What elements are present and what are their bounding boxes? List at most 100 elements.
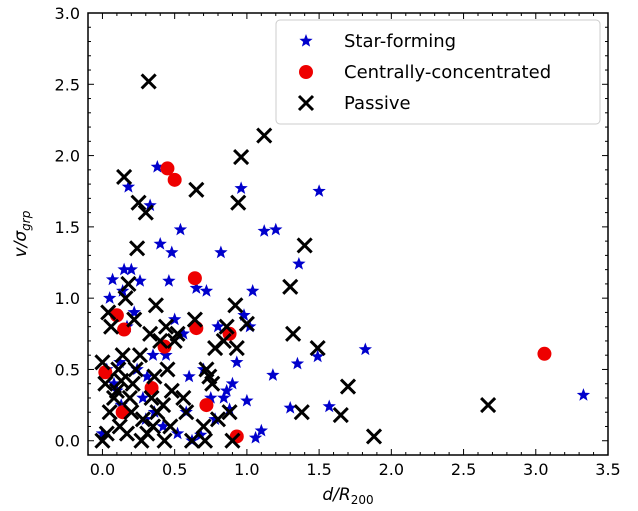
star-forming-point bbox=[248, 430, 263, 444]
passive-point bbox=[117, 290, 134, 307]
star-forming-point bbox=[358, 342, 372, 356]
passive-point bbox=[131, 347, 149, 364]
passive-point bbox=[156, 432, 173, 449]
y-tick-label: 2.5 bbox=[55, 75, 80, 94]
passive-point bbox=[332, 407, 349, 424]
passive-point bbox=[157, 318, 175, 335]
star-forming-point bbox=[146, 348, 160, 361]
passive-point bbox=[163, 382, 180, 399]
passive-point bbox=[129, 240, 146, 257]
star-forming-point bbox=[217, 390, 231, 404]
axis-ticks: 0.0 0.5 1.0 1.5 2.0 2.5 3.0 3.5 0.0 0.5 1.0 1.5 2.0 2… bbox=[55, 4, 621, 479]
series-passive bbox=[94, 73, 497, 449]
star-forming-point bbox=[165, 245, 179, 259]
star-forming-point bbox=[113, 355, 127, 368]
passive-point bbox=[146, 368, 163, 385]
passive-point bbox=[227, 297, 244, 314]
star-forming-point bbox=[220, 383, 234, 397]
passive-point bbox=[134, 411, 151, 428]
star-forming-point bbox=[173, 222, 188, 236]
passive-point bbox=[118, 425, 136, 442]
passive-point bbox=[309, 340, 326, 357]
star-forming-point bbox=[139, 412, 153, 426]
legend-marker-centrally-concentrated bbox=[299, 65, 313, 79]
passive-point bbox=[94, 432, 111, 449]
passive-point bbox=[103, 318, 120, 335]
passive-point bbox=[233, 148, 250, 166]
x-tick-label: 0.5 bbox=[162, 460, 187, 479]
passive-point bbox=[296, 237, 313, 254]
passive-point bbox=[204, 375, 221, 392]
passive-point bbox=[147, 297, 164, 314]
star-forming-point bbox=[204, 390, 218, 404]
centrally-concentrated-point bbox=[537, 346, 552, 361]
star-forming-point bbox=[150, 159, 164, 173]
passive-point bbox=[256, 127, 273, 144]
passive-point bbox=[116, 168, 133, 186]
legend: Star-forming Centrally-concentrated Passiv… bbox=[275, 19, 601, 125]
passive-point bbox=[228, 340, 245, 357]
star-forming-point bbox=[290, 356, 305, 370]
passive-point bbox=[100, 304, 117, 321]
star-forming-point bbox=[156, 419, 170, 433]
passive-point bbox=[94, 354, 111, 371]
passive-point bbox=[142, 325, 159, 342]
star-forming-point bbox=[147, 405, 162, 418]
passive-point bbox=[159, 361, 176, 378]
legend-marker-passive bbox=[297, 94, 315, 112]
passive-point bbox=[215, 332, 232, 349]
y-tick-label: 1.5 bbox=[55, 218, 80, 237]
star-forming-point bbox=[168, 312, 182, 326]
passive-point bbox=[110, 361, 127, 378]
passive-point bbox=[101, 404, 118, 421]
centrally-concentrated-point bbox=[187, 271, 202, 286]
y-axis-label: v/σgrp bbox=[11, 210, 33, 257]
passive-point bbox=[365, 428, 383, 445]
passive-point bbox=[178, 404, 195, 421]
passive-point bbox=[124, 375, 141, 392]
y-tick-label: 2.0 bbox=[55, 147, 80, 166]
passive-point bbox=[230, 194, 247, 211]
star-forming-point bbox=[234, 181, 248, 195]
passive-point bbox=[195, 418, 212, 435]
star-forming-point bbox=[311, 349, 325, 363]
passive-point bbox=[127, 361, 144, 378]
star-forming-point bbox=[312, 184, 326, 197]
passive-point bbox=[480, 397, 497, 414]
legend-marker-star-forming bbox=[299, 34, 313, 47]
star-forming-point bbox=[95, 426, 110, 440]
passive-point bbox=[98, 425, 115, 442]
legend-label-passive: Passive bbox=[344, 93, 411, 114]
passive-point bbox=[152, 332, 169, 349]
passive-point bbox=[339, 378, 357, 395]
x-tick-label: 3.0 bbox=[523, 460, 548, 479]
y-tick-label: 1.0 bbox=[55, 289, 80, 308]
star-forming-point bbox=[127, 305, 141, 319]
star-forming-point bbox=[230, 355, 244, 368]
passive-point bbox=[221, 404, 238, 421]
star-forming-point bbox=[103, 291, 117, 304]
passive-point bbox=[188, 181, 205, 198]
x-tick-label: 1.5 bbox=[306, 460, 331, 479]
star-forming-point bbox=[222, 402, 237, 416]
legend-label-centrally-concentrated: Centrally-concentrated bbox=[344, 62, 551, 83]
passive-point bbox=[209, 411, 227, 428]
star-forming-point bbox=[140, 369, 154, 383]
star-forming-point bbox=[237, 308, 251, 321]
legend-label-star-forming: Star-forming bbox=[344, 31, 456, 52]
passive-point bbox=[126, 311, 143, 328]
star-forming-point bbox=[133, 274, 147, 287]
passive-point bbox=[108, 382, 125, 399]
passive-point bbox=[186, 311, 203, 328]
star-forming-point bbox=[322, 399, 336, 413]
passive-point bbox=[224, 432, 241, 449]
star-forming-point bbox=[159, 348, 173, 361]
star-forming-point bbox=[176, 326, 190, 340]
x-tick-label: 3.5 bbox=[595, 460, 620, 479]
y-tick-label: 0.0 bbox=[55, 432, 80, 451]
star-forming-point bbox=[257, 224, 271, 237]
x-axis-label: d/R200 bbox=[322, 485, 373, 507]
star-forming-point bbox=[266, 368, 280, 381]
legend-box bbox=[275, 19, 601, 125]
